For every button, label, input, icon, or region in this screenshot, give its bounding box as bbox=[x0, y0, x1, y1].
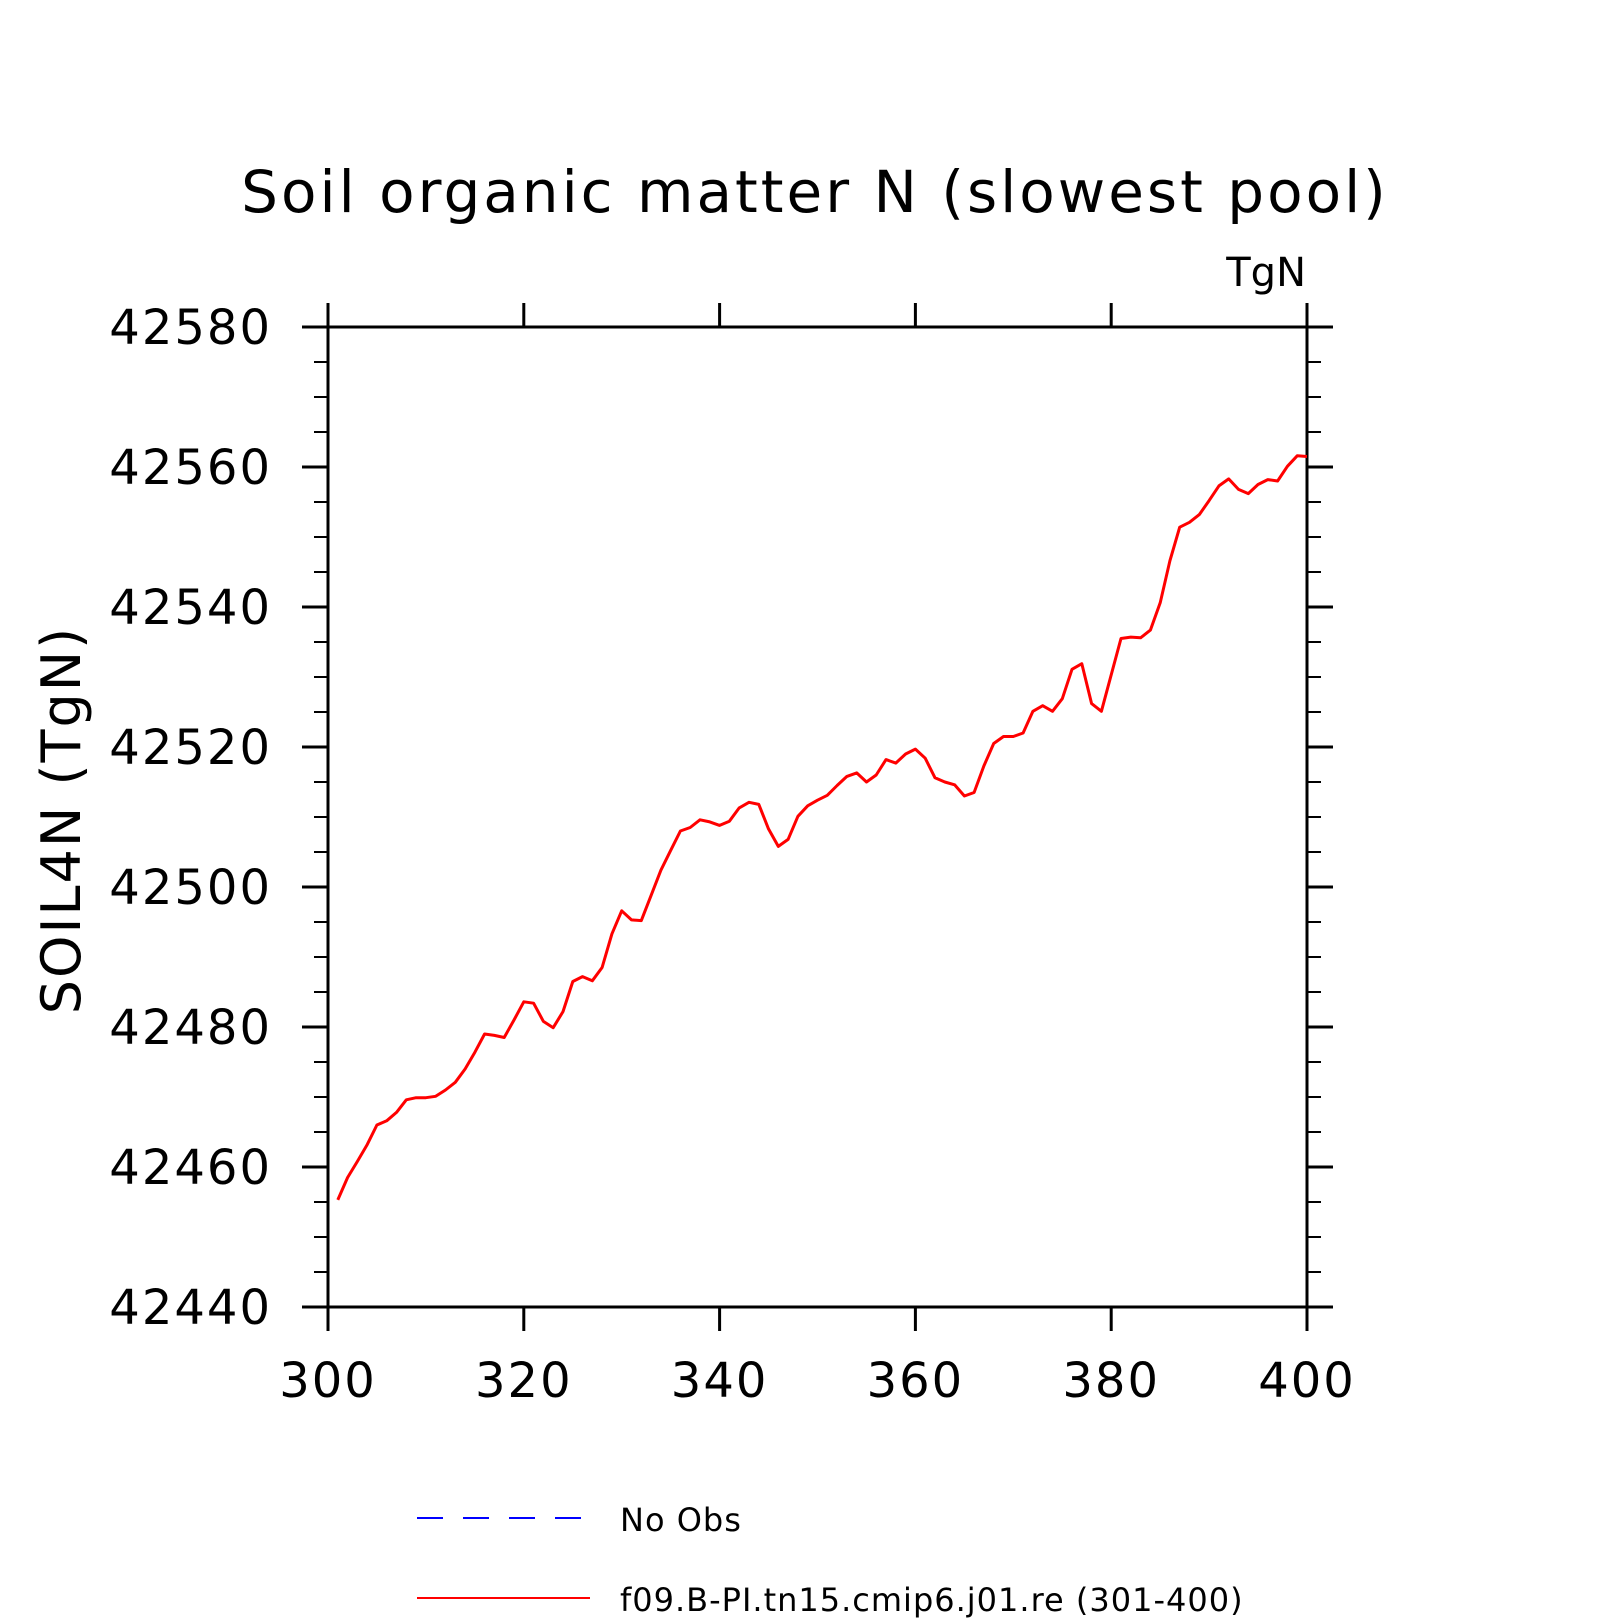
chart-title: Soil organic matter N (slowest pool) bbox=[241, 158, 1389, 226]
axes: 300 320 340 360 380 400 42440 42460 42480 42500 42… bbox=[109, 300, 1356, 1409]
x-tick-label: 400 bbox=[1258, 1353, 1356, 1409]
y-tick-label: 42520 bbox=[109, 720, 272, 776]
plot-frame bbox=[326, 325, 1309, 1309]
x-tick-label: 300 bbox=[279, 1353, 377, 1409]
units-label: TgN bbox=[1225, 250, 1306, 296]
plot-area bbox=[336, 454, 1308, 1201]
y-tick-label: 42500 bbox=[109, 860, 272, 916]
y-tick-label: 42440 bbox=[109, 1280, 272, 1336]
legend: No Obs f09.B-PI.tn15.cmip6.j01.re (301-40… bbox=[417, 1501, 1244, 1619]
x-tick-label: 360 bbox=[867, 1353, 965, 1409]
x-tick-label: 320 bbox=[475, 1353, 573, 1409]
y-axis-label: SOIL4N (TgN) bbox=[30, 626, 93, 1015]
x-tick-label: 380 bbox=[1062, 1353, 1160, 1409]
y-tick-label: 42580 bbox=[109, 300, 272, 356]
y-tick-label: 42560 bbox=[109, 440, 272, 496]
series-line bbox=[336, 454, 1308, 1201]
y-tick-label: 42460 bbox=[109, 1140, 272, 1196]
y-tick-label: 42480 bbox=[109, 1000, 272, 1056]
legend-label: No Obs bbox=[620, 1501, 742, 1539]
legend-label: f09.B-PI.tn15.cmip6.j01.re (301-400) bbox=[620, 1581, 1244, 1619]
y-tick-label: 42540 bbox=[109, 580, 272, 636]
x-tick-label: 340 bbox=[671, 1353, 769, 1409]
